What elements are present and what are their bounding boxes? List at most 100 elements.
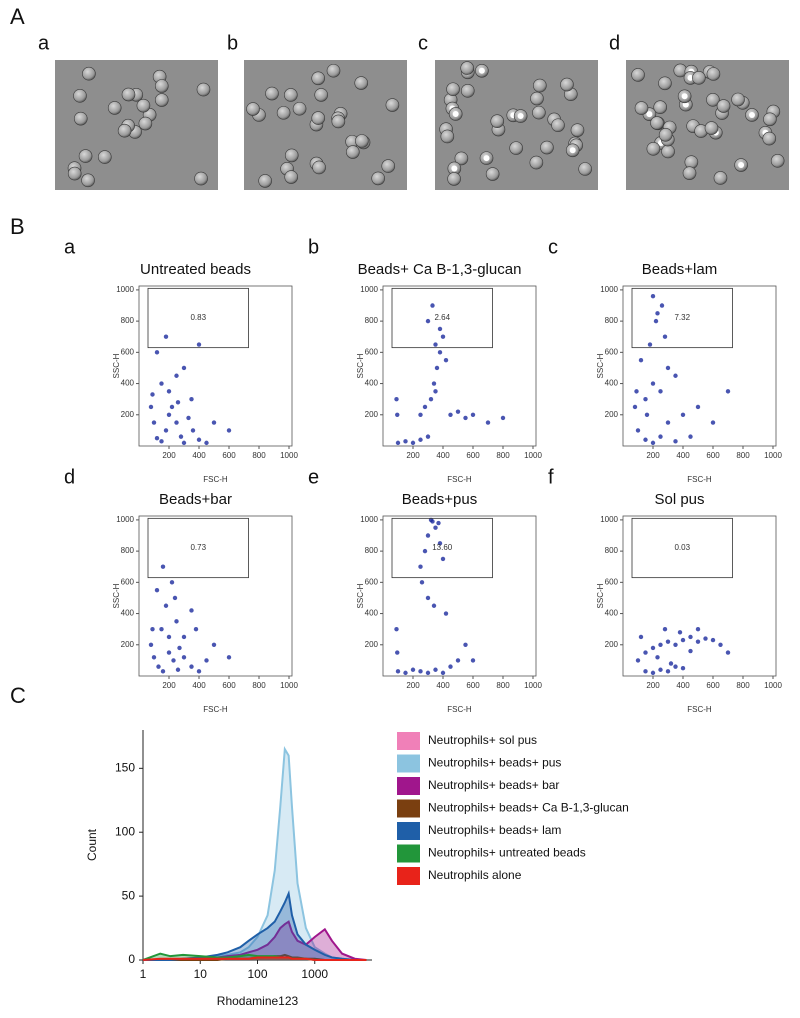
y-axis-label: SSC-H xyxy=(356,583,365,608)
x-tick-label: 800 xyxy=(252,451,266,460)
bead xyxy=(265,86,279,101)
legend-label: Neutrophils alone xyxy=(428,868,522,882)
event-point xyxy=(189,608,194,613)
bead-highlight xyxy=(451,165,458,172)
chart-title: Untreated beads xyxy=(140,261,251,278)
event-point xyxy=(448,412,453,417)
y-tick-label: 400 xyxy=(605,609,619,618)
bead xyxy=(578,162,592,176)
event-point xyxy=(673,642,678,647)
series-line xyxy=(143,745,367,961)
chart-title: Beads+lam xyxy=(642,261,717,278)
event-point xyxy=(422,404,428,410)
bead xyxy=(314,88,328,102)
bead xyxy=(73,89,87,103)
event-point xyxy=(653,318,659,324)
event-point xyxy=(418,412,423,417)
y-axis-label: SSC-H xyxy=(596,353,605,378)
event-point xyxy=(650,645,656,651)
bead-highlight xyxy=(452,110,459,117)
x-axis-label: FSC-H xyxy=(447,475,472,484)
event-point xyxy=(638,357,644,363)
bead xyxy=(646,142,661,156)
x-tick-label: 400 xyxy=(676,451,690,460)
gate xyxy=(391,287,493,349)
event-point xyxy=(151,420,157,425)
bead-highlight xyxy=(478,67,485,74)
bead-highlight xyxy=(517,113,524,120)
bead xyxy=(706,93,720,107)
x-tick-label: 1000 xyxy=(764,681,782,690)
event-point xyxy=(196,669,202,674)
bead xyxy=(713,171,728,185)
x-axis-label: FSC-H xyxy=(687,705,712,714)
event-point xyxy=(395,650,400,655)
bead-highlight xyxy=(569,147,576,154)
bead xyxy=(704,121,719,135)
event-point xyxy=(171,658,176,663)
event-point xyxy=(196,342,202,347)
x-tick-label: 600 xyxy=(466,451,480,460)
event-point xyxy=(436,520,441,526)
event-point xyxy=(181,634,187,640)
bead xyxy=(136,98,151,113)
chart-title: Sol pus xyxy=(654,491,704,508)
event-point xyxy=(186,415,191,421)
gate-label: 7.32 xyxy=(674,313,690,322)
bead xyxy=(385,98,400,112)
event-point xyxy=(181,365,187,371)
event-point xyxy=(655,311,660,316)
bead xyxy=(661,144,675,159)
legend-label: Neutrophils+ beads+ Ca B-1,3-glucan xyxy=(428,801,629,815)
event-point xyxy=(175,667,181,672)
y-tick-label: 600 xyxy=(121,577,135,586)
bead xyxy=(692,71,706,85)
legend-label: Neutrophils+ beads+ lam xyxy=(428,823,561,837)
plot-frame xyxy=(138,285,293,447)
bead-highlight xyxy=(646,111,653,118)
event-point xyxy=(169,580,175,585)
x-tick-label: 100 xyxy=(247,967,267,981)
x-tick-label: 10 xyxy=(194,967,208,981)
x-tick-label: 600 xyxy=(222,681,236,690)
y-tick-label: 600 xyxy=(365,347,379,356)
event-point xyxy=(635,658,641,663)
event-point xyxy=(695,404,701,410)
x-tick-label: 1 xyxy=(140,967,147,981)
y-tick-label: 400 xyxy=(121,379,135,388)
bead xyxy=(196,82,211,97)
bead xyxy=(355,134,369,148)
panel-label: B xyxy=(10,214,25,239)
event-point xyxy=(673,373,678,378)
gate-label: 0.03 xyxy=(674,543,690,552)
event-point xyxy=(710,637,716,643)
x-axis-label: FSC-H xyxy=(203,475,228,484)
event-point xyxy=(395,440,401,446)
bead xyxy=(312,160,326,175)
y-tick-label: 1000 xyxy=(600,285,618,294)
plot-frame xyxy=(382,515,537,677)
bead xyxy=(154,93,169,107)
event-point xyxy=(440,556,446,562)
x-tick-label: 600 xyxy=(222,451,236,460)
event-point xyxy=(658,667,663,672)
event-point xyxy=(650,381,656,386)
bead xyxy=(460,61,474,75)
bead xyxy=(770,154,785,168)
event-point xyxy=(394,396,399,402)
event-point xyxy=(643,396,648,402)
gate xyxy=(147,517,249,579)
legend-swatch xyxy=(397,867,420,885)
event-point xyxy=(425,670,431,676)
y-axis-label: Count xyxy=(85,828,99,861)
plot-frame xyxy=(622,285,777,447)
x-tick-label: 400 xyxy=(676,681,690,690)
event-point xyxy=(172,595,178,601)
y-tick-label: 800 xyxy=(605,316,619,325)
event-point xyxy=(425,533,431,538)
bead xyxy=(509,141,523,155)
event-point xyxy=(634,389,639,394)
event-point xyxy=(463,642,468,647)
event-point xyxy=(680,412,686,417)
y-tick-label: 200 xyxy=(121,640,135,649)
